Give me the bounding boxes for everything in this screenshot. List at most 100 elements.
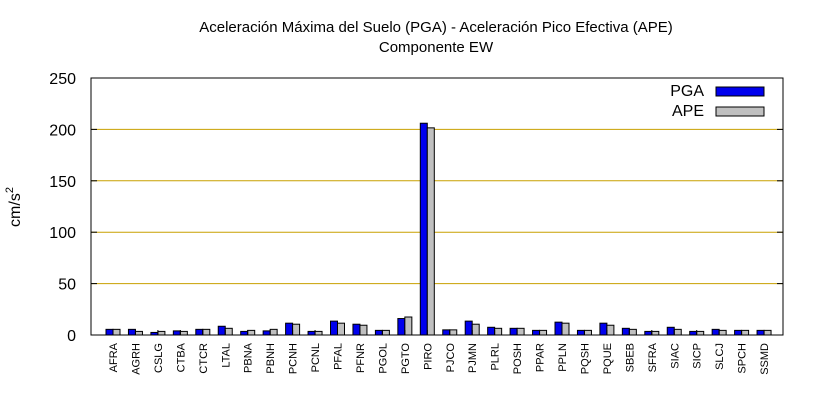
x-tick-label: PGTO (400, 343, 412, 374)
bar-pga (262, 330, 271, 336)
bar-ape (583, 329, 592, 336)
x-tick-label: PJMN (467, 343, 479, 373)
bar-pga (621, 327, 630, 336)
bar-ape (134, 330, 143, 336)
grid-lines (91, 128, 783, 285)
bar-pga (127, 328, 136, 336)
bar-pga (576, 329, 585, 336)
bar-ape (606, 324, 615, 336)
bar-pga (689, 330, 698, 336)
x-tick-label: POSH (512, 343, 524, 374)
x-tick-label: SLCJ (714, 343, 726, 370)
bar-ape (494, 327, 503, 336)
bar-pga (374, 329, 383, 336)
bar-ape (157, 330, 166, 336)
bar-ape (381, 329, 390, 336)
bar-ape (561, 322, 570, 336)
x-tick-label: SSMD (759, 343, 771, 375)
legend-label-ape: APE (672, 103, 704, 120)
bar-pga (464, 320, 473, 336)
y-tick-label: 150 (49, 174, 76, 191)
bar-ape (112, 328, 121, 336)
bar-ape (741, 329, 750, 336)
bar-ape (696, 330, 705, 336)
bar-pga (487, 326, 496, 336)
x-tick-label: CTCR (198, 343, 210, 374)
bar-ape (763, 329, 772, 336)
x-tick-label: PPLN (557, 343, 569, 372)
x-tick-label: PCNL (310, 343, 322, 372)
bar-pga (666, 326, 675, 336)
bar-pga (330, 320, 338, 336)
plot-border (90, 77, 784, 336)
bar-ape (628, 328, 637, 336)
axes: 0 50 100 150 200 250 AFRA AGRH CSLG CTBA CTCR LTAL P… (49, 71, 784, 375)
bar-pga (532, 329, 541, 336)
bar-ape (337, 322, 345, 336)
x-tick-label: PGOL (377, 343, 389, 374)
bar-pga (644, 330, 653, 336)
x-tick-label: PBNA (243, 342, 255, 373)
bar-ape (202, 328, 211, 336)
legend-label-pga: PGA (670, 83, 704, 100)
bar-ape (651, 330, 660, 336)
legend-swatch-ape (715, 106, 765, 117)
y-axis-label-exponent: 2 (4, 187, 16, 193)
bar-pga (599, 322, 608, 336)
x-tick-label: PJCO (445, 343, 457, 373)
bar-ape (314, 330, 323, 336)
x-tick-label: AGRH (130, 343, 142, 375)
x-tick-label: PFAL (333, 343, 345, 370)
bar-pga (711, 328, 720, 336)
y-tick-label: 0 (67, 328, 76, 345)
bar-ape (449, 329, 458, 336)
bar-pga (217, 325, 226, 336)
bar-ape (359, 324, 368, 336)
x-tick-label: PCNH (288, 343, 300, 374)
x-tick-label: PPAR (535, 343, 547, 372)
bar-pga (195, 328, 204, 336)
bar-ape (471, 323, 480, 336)
bar-pga (285, 322, 294, 336)
y-tick-label: 250 (49, 71, 76, 88)
bar-ape (247, 329, 256, 336)
bar-pga (734, 329, 743, 336)
bar-pga (240, 330, 249, 336)
y-tick-label: 100 (49, 225, 76, 242)
bar-ape (179, 330, 188, 336)
bar-ape (516, 327, 525, 336)
x-tick-label: LTAL (220, 343, 232, 368)
bar-ape (539, 329, 548, 336)
chart-subtitle: Componente EW (379, 39, 494, 56)
bar-pga (442, 329, 451, 336)
x-tick-label: SICP (692, 343, 704, 369)
y-axis-label-unit: cm/s (7, 193, 24, 227)
y-tick-label: 200 (49, 122, 76, 139)
bar-ape (269, 328, 278, 336)
x-tick-label: PIRO (422, 343, 434, 370)
x-tick-label: SBEB (624, 343, 636, 372)
x-tick-label: CSLG (153, 343, 165, 373)
x-tick-label: PBNH (265, 343, 277, 374)
bar-ape (292, 323, 301, 336)
x-tick-label: SIAC (669, 343, 681, 369)
bar-pga (307, 330, 316, 336)
x-tick-label: AFRA (108, 342, 120, 372)
bar-pga (397, 318, 406, 336)
x-tick-label: CTBA (175, 342, 187, 372)
x-tick-label: PLRL (490, 343, 502, 371)
bar-ape (718, 329, 727, 336)
bars (105, 122, 772, 336)
legend: PGA APE (670, 83, 765, 120)
y-axis-label: cm/s2 (4, 187, 24, 227)
bar-pga (509, 327, 518, 336)
bar-ape (426, 127, 435, 336)
bar-ape (224, 327, 233, 336)
bar-pga (554, 321, 563, 336)
x-tick-label: PFNR (355, 343, 367, 373)
bar-pga (756, 329, 765, 336)
bar-ape (673, 328, 682, 336)
bar-pga (419, 122, 428, 336)
